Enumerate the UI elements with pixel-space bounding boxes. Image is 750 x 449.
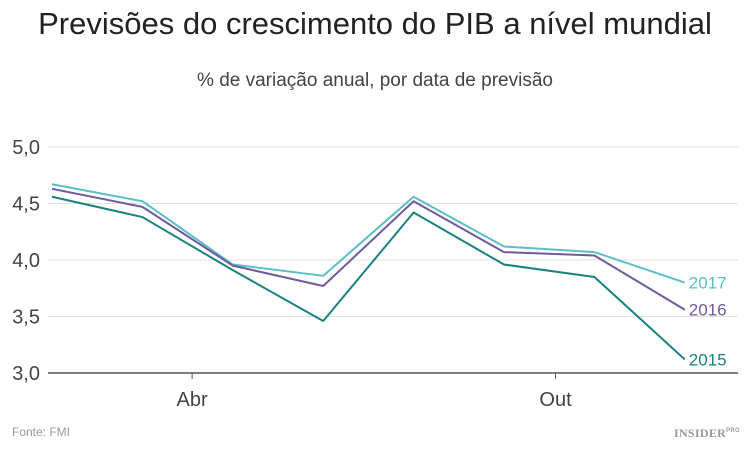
x-tick-label: Abr (177, 389, 208, 411)
series-line-2017 (51, 183, 686, 284)
y-tick-label: 4,0 (12, 250, 40, 272)
insider-pro-logo: INSIDERPRO (673, 426, 740, 440)
chart-subtitle: % de variação anual, por data de previsã… (197, 70, 553, 91)
chart-title: Previsões do crescimento do PIB a nível … (38, 6, 712, 41)
x-tick-label: Out (539, 389, 572, 411)
y-tick-label: 3,5 (12, 307, 40, 329)
y-tick-label: 4,5 (12, 194, 40, 216)
y-tick-label: 3,0 (12, 363, 40, 385)
series-label-2015: 2015 (689, 350, 727, 369)
series-line-2015 (51, 195, 686, 361)
series-line-2016 (51, 187, 686, 311)
series-label-2016: 2016 (689, 301, 727, 320)
y-tick-label: 5,0 (12, 137, 40, 159)
series-label-2017: 2017 (689, 274, 727, 293)
source-note: Fonte: FMI (12, 425, 71, 439)
